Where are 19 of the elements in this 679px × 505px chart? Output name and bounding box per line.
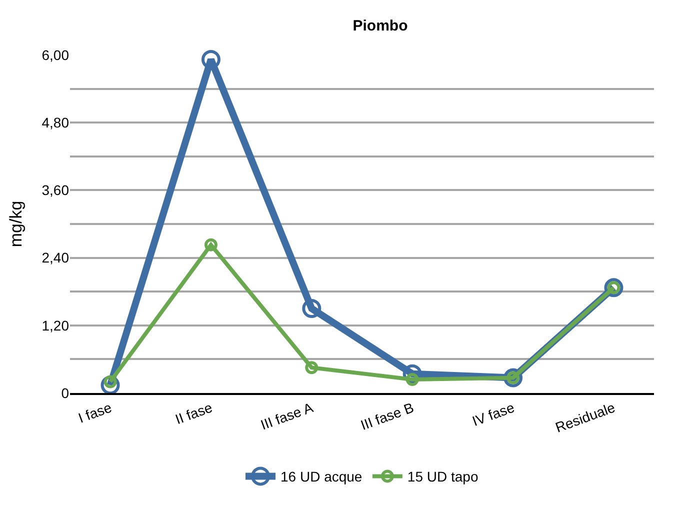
y-tick-label: 3,60 xyxy=(42,182,70,198)
y-tick-label: 1,20 xyxy=(42,317,70,334)
x-tick-label: III fase A xyxy=(258,398,316,433)
y-tick-label: 2,40 xyxy=(42,250,70,266)
legend-label: 16 UD acque xyxy=(280,468,362,485)
x-tick-label: II fase xyxy=(173,399,215,428)
x-tick-label: IV fase xyxy=(470,399,517,430)
point xyxy=(302,299,322,318)
y-tick-label: 4,80 xyxy=(42,114,70,130)
chart-title: Piombo xyxy=(352,18,408,35)
point xyxy=(204,238,218,252)
y-tick-label: 0 xyxy=(61,384,70,401)
y-tick-label: 6,00 xyxy=(42,46,70,63)
x-tick-label: III fase B xyxy=(358,399,416,434)
y-axis-title: mg/kg xyxy=(6,200,26,248)
legend-label: 15 UD tapo xyxy=(407,468,478,485)
point xyxy=(604,278,624,298)
x-tick-label: I fase xyxy=(76,399,114,426)
point xyxy=(305,361,318,374)
